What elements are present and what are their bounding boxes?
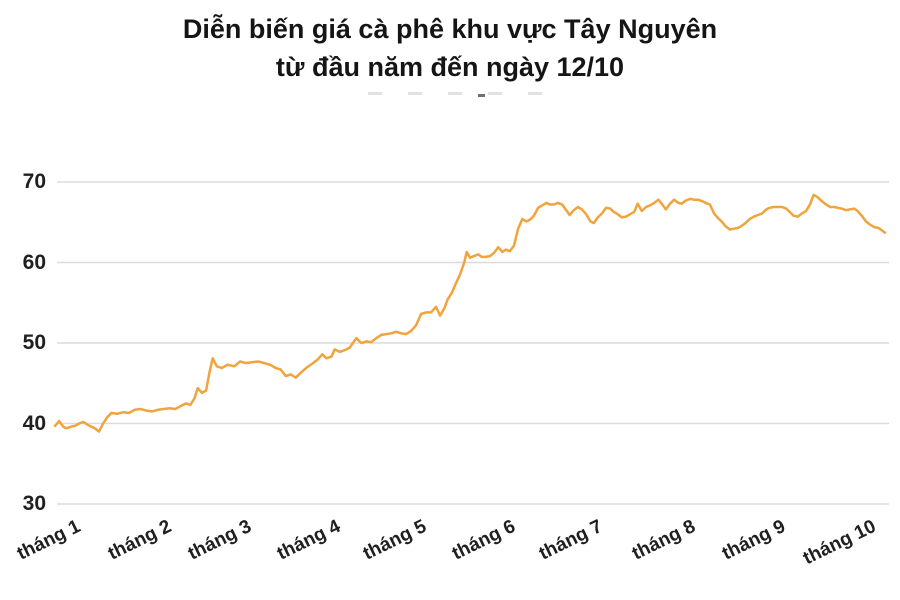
y-axis-tick-label: 70 — [22, 170, 46, 193]
cropped-subtitle-remnant-dot — [478, 94, 485, 97]
price-line-series — [53, 193, 887, 433]
y-axis-tick-label: 30 — [22, 492, 46, 515]
y-axis-tick-label: 50 — [22, 331, 46, 354]
chart-title: Diễn biến giá cà phê khu vực Tây Nguyên … — [0, 10, 900, 86]
cropped-subtitle-remnant — [368, 92, 558, 95]
y-axis-tick-label: 60 — [22, 250, 46, 274]
y-axis-tick-label: 40 — [22, 411, 46, 435]
chart-title-line2: từ đầu năm đến ngày 12/10 — [275, 52, 625, 82]
chart-title-line1: Diễn biến giá cà phê khu vực Tây Nguyên — [182, 14, 718, 44]
gridlines — [57, 181, 889, 505]
